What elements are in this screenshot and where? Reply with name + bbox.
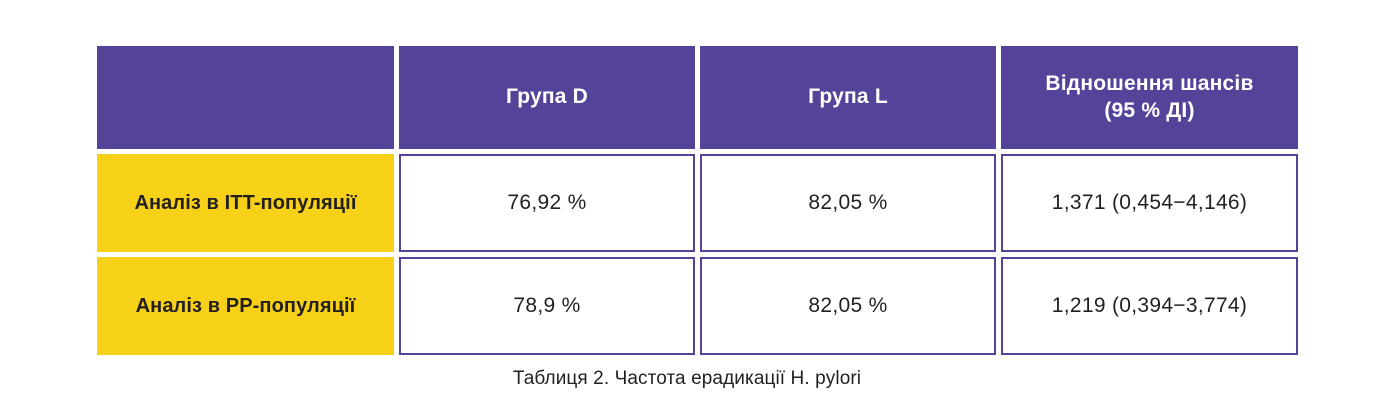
- header-odds-ratio-line2: (95 % ДІ): [1104, 98, 1195, 122]
- header-cell-group-d: Група D: [399, 46, 695, 149]
- cell-pp-group-l: 82,05 %: [700, 257, 996, 355]
- table-row: Аналіз в ITT-популяції 76,92 % 82,05 % 1…: [97, 154, 1298, 252]
- eradication-rate-table: Група D Група L Відношення шансів (95 % …: [92, 41, 1303, 360]
- table-header-row: Група D Група L Відношення шансів (95 % …: [97, 46, 1298, 149]
- cell-itt-odds-ratio: 1,371 (0,454−4,146): [1001, 154, 1298, 252]
- header-odds-ratio-line1: Відношення шансів: [1045, 72, 1254, 96]
- eradication-rate-table-block: Група D Група L Відношення шансів (95 % …: [97, 46, 1298, 355]
- cell-itt-group-d: 76,92 %: [399, 154, 695, 252]
- table-caption: Таблиця 2. Частота ерадикації H. pylori: [512, 368, 862, 389]
- header-cell-group-l: Група L: [700, 46, 996, 149]
- row-label-itt: Аналіз в ITT-популяції: [97, 154, 394, 252]
- cell-itt-group-l: 82,05 %: [700, 154, 996, 252]
- cell-pp-odds-ratio: 1,219 (0,394−3,774): [1001, 257, 1298, 355]
- row-label-pp: Аналіз в PP-популяції: [97, 257, 394, 355]
- cell-pp-group-d: 78,9 %: [399, 257, 695, 355]
- header-cell-corner: [97, 46, 394, 149]
- table-row: Аналіз в PP-популяції 78,9 % 82,05 % 1,2…: [97, 257, 1298, 355]
- header-cell-odds-ratio: Відношення шансів (95 % ДІ): [1001, 46, 1298, 149]
